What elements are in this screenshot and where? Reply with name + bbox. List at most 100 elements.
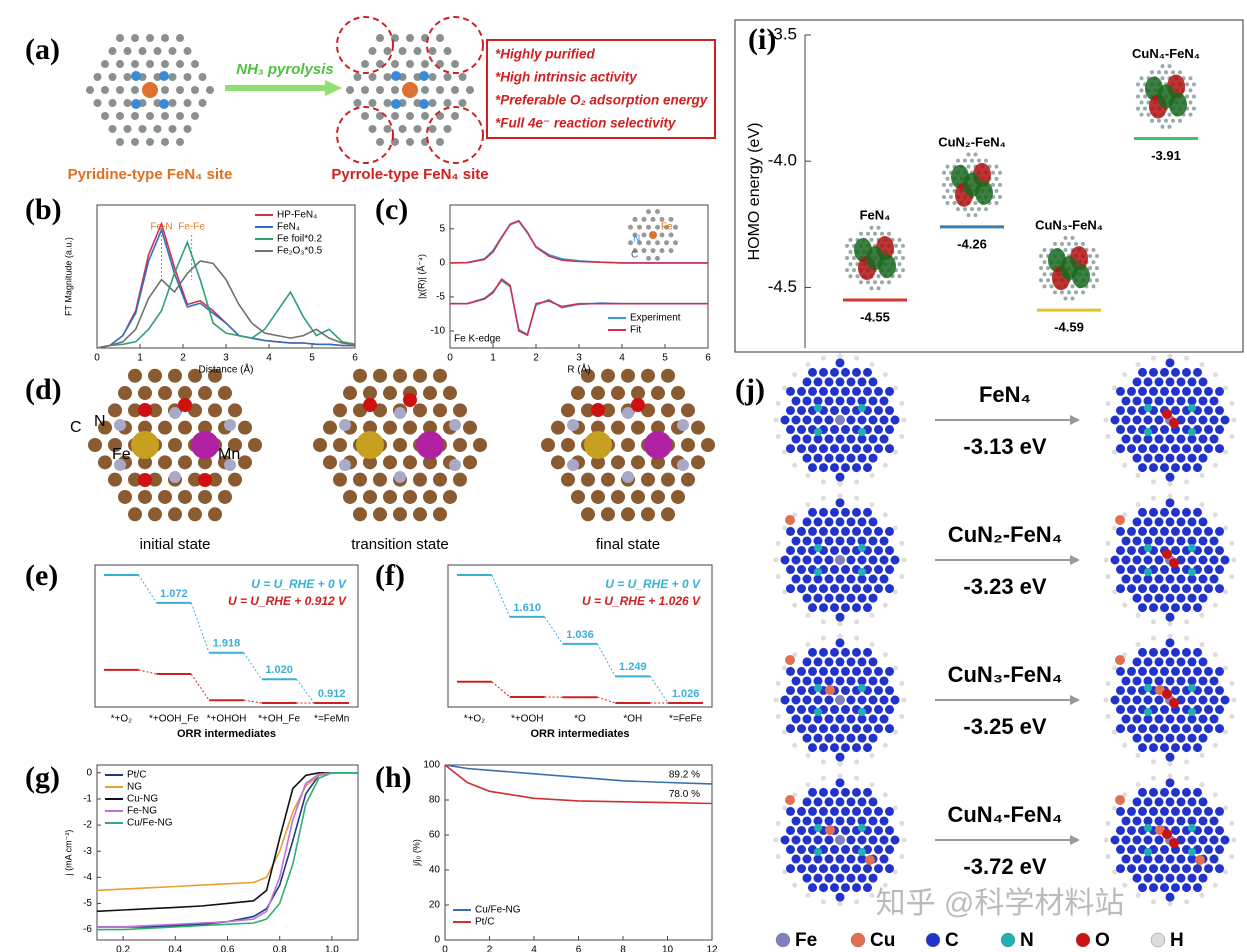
h-atom (1222, 665, 1228, 671)
atom (681, 403, 695, 418)
atom (148, 403, 162, 418)
atom (419, 71, 429, 81)
h-atom (820, 635, 826, 641)
atom (863, 584, 872, 594)
atom (1182, 743, 1191, 753)
h-atom (820, 495, 826, 501)
atom (114, 419, 126, 431)
atom (952, 201, 957, 206)
series-line (97, 772, 358, 931)
atom (1116, 825, 1125, 835)
legend-label: Experiment (630, 313, 681, 324)
atom (1139, 76, 1144, 81)
atom (176, 60, 184, 69)
atom (423, 386, 437, 401)
atom (1176, 434, 1186, 444)
atom (825, 685, 835, 695)
atom (1209, 574, 1219, 584)
atom (632, 216, 638, 222)
atom (885, 685, 894, 695)
atom (183, 73, 192, 82)
atom (128, 403, 142, 418)
h-atom (869, 612, 875, 618)
value-label: 1.072 (160, 588, 188, 600)
atom (813, 714, 823, 724)
atom (786, 825, 795, 835)
atom (541, 438, 555, 452)
atom (413, 403, 427, 418)
inset-label: C (631, 250, 638, 261)
atom (814, 544, 822, 552)
atom (1143, 106, 1147, 111)
atom (846, 854, 856, 864)
atom (1160, 806, 1169, 816)
atom (466, 86, 474, 94)
atom (1127, 666, 1136, 676)
atom (1149, 386, 1158, 396)
atom (228, 403, 242, 418)
atom (814, 824, 822, 832)
atom (1165, 816, 1175, 826)
atom (138, 489, 152, 504)
atom (1193, 386, 1202, 396)
atom (802, 676, 812, 686)
atom (858, 544, 866, 552)
atom (942, 170, 946, 175)
atom (1193, 367, 1202, 377)
panel-label: (g) (25, 761, 60, 794)
atom (641, 472, 655, 487)
atom (1182, 367, 1191, 377)
atom (628, 224, 633, 230)
atom (406, 137, 414, 146)
atom (880, 280, 884, 285)
h-atom (1167, 633, 1173, 639)
atom (148, 472, 162, 487)
atom (1160, 743, 1169, 753)
h-atom (1112, 805, 1118, 811)
atom (581, 368, 595, 383)
atom (631, 420, 645, 435)
atom (1060, 290, 1064, 295)
atom-label: Fe (112, 446, 131, 463)
atom (632, 248, 638, 254)
atom (138, 403, 152, 417)
atom (1132, 593, 1142, 603)
atom (1116, 425, 1125, 435)
adsorption-energy: -3.72 eV (963, 854, 1046, 879)
atom (1046, 278, 1050, 283)
atom (191, 60, 199, 69)
atom (846, 434, 856, 444)
atom (841, 864, 850, 874)
step-connector (138, 574, 157, 604)
atom (1198, 873, 1208, 883)
atom (835, 434, 845, 444)
atom (1116, 666, 1125, 676)
atom (621, 368, 635, 383)
atom (1149, 743, 1158, 753)
atom (835, 517, 845, 527)
atom (885, 864, 894, 874)
atom (863, 666, 872, 676)
atom (1204, 864, 1213, 874)
atom (1042, 272, 1047, 277)
atom (423, 489, 437, 504)
atom (567, 459, 579, 471)
atom (123, 124, 132, 133)
atom (116, 137, 124, 146)
legend-swatch (925, 932, 941, 948)
atom (819, 367, 828, 377)
atom (808, 444, 817, 454)
x-tick-label: 8 (620, 945, 626, 952)
atom (857, 555, 867, 565)
h-atom (1122, 372, 1128, 378)
atom (183, 47, 192, 56)
atom (1193, 444, 1202, 454)
atom (876, 286, 881, 291)
atom (808, 603, 817, 613)
atom (1150, 70, 1154, 75)
atom (802, 517, 812, 527)
atom (146, 111, 154, 120)
atom (786, 724, 795, 734)
atom (368, 47, 377, 56)
h-atom (782, 805, 788, 811)
